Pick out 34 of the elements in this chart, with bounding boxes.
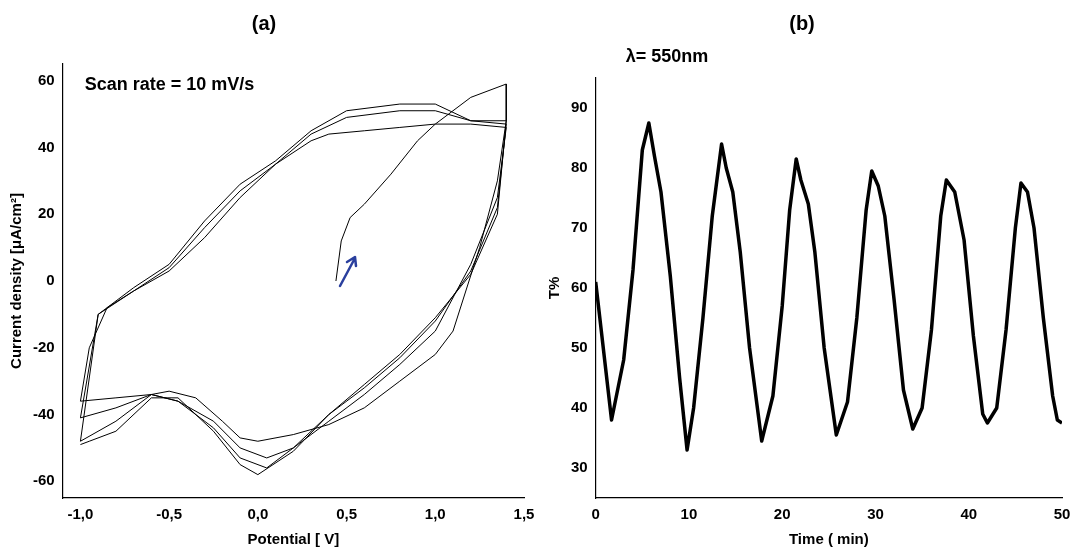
y-tick-label: 20 — [37, 204, 55, 222]
y-axis-title: Current density [μA/cm²] — [7, 193, 25, 369]
y-tick-label: 90 — [571, 98, 588, 116]
x-tick-label: 40 — [960, 505, 978, 523]
text: λ= 550nm — [625, 45, 709, 66]
x-tick-label: 30 — [867, 505, 884, 523]
y-tick-label: 30 — [571, 458, 588, 476]
y-tick-label: 70 — [571, 218, 588, 236]
y-tick-label: -60 — [32, 471, 55, 489]
y-tick-label: 80 — [571, 158, 588, 176]
x-tick-label: -0,5 — [156, 505, 183, 523]
y-tick-label: 60 — [571, 278, 588, 296]
x-tick-label: 0,5 — [336, 505, 357, 523]
x-tick-label: 0 — [591, 505, 600, 523]
x-tick-label: 50 — [1053, 505, 1071, 523]
x-tick-label: 1,5 — [513, 505, 535, 523]
chart-title: (a) — [251, 11, 277, 34]
x-tick-label: 0,0 — [247, 505, 269, 523]
y-tick-label: -20 — [32, 337, 55, 355]
y-tick-label: 40 — [571, 398, 588, 416]
y-axis-title: T% — [545, 276, 563, 300]
x-tick-label: -1,0 — [67, 505, 94, 523]
y-tick-label: 60 — [37, 70, 55, 88]
y-tick-label: -40 — [32, 404, 55, 422]
x-tick-label: 10 — [680, 505, 698, 523]
y-tick-label: 50 — [571, 338, 588, 356]
y-tick-label: 0 — [46, 271, 55, 289]
y-tick-label: 40 — [37, 137, 55, 155]
annotation: Scan rate = 10 mV/s — [84, 73, 255, 94]
x-axis-title: Time ( min) — [788, 530, 869, 548]
x-tick-label: 20 — [773, 505, 791, 523]
chart-title: (b) — [789, 11, 815, 34]
x-axis-title: Potential [ V] — [247, 530, 340, 548]
x-tick-label: 1,0 — [424, 505, 446, 523]
